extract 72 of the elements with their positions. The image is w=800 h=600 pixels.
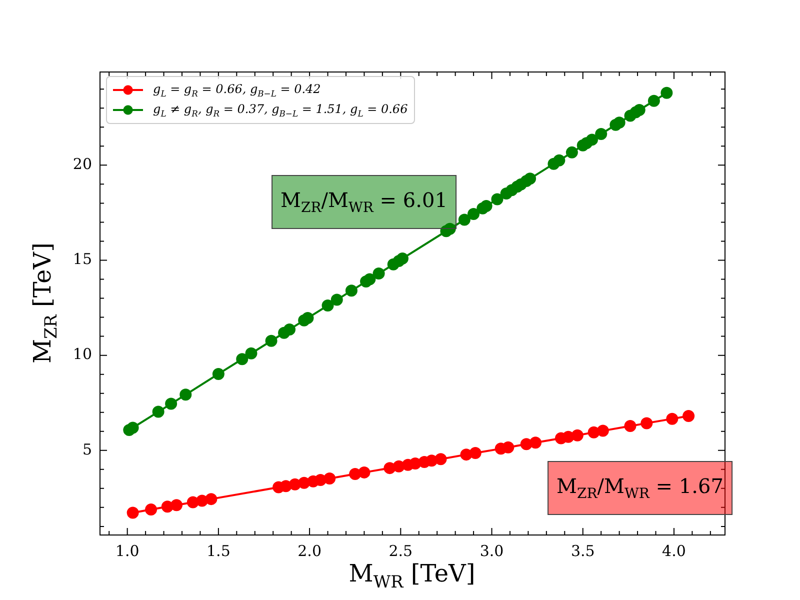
x-tick-label: 3.0 <box>480 542 504 560</box>
x-axis-title: M$_{W}$$_{R}$ [TeV] <box>348 560 476 592</box>
x-tick-label: 2.5 <box>388 542 413 560</box>
point <box>502 441 514 454</box>
annotation: M$_{Z}$$_{R}$/M$_{W}$$_{R}$ = 6.01 <box>280 188 448 216</box>
point <box>624 420 636 432</box>
point <box>444 222 456 235</box>
point <box>302 312 314 324</box>
point <box>524 172 536 185</box>
point <box>666 412 678 425</box>
x-tick-label: 1.0 <box>115 542 140 560</box>
y-tick-label: 10 <box>72 345 92 364</box>
point <box>161 500 174 513</box>
point <box>180 388 192 401</box>
point <box>571 429 584 442</box>
point <box>426 454 438 467</box>
point <box>322 299 334 312</box>
point <box>409 458 422 470</box>
x-tick-label: 1.5 <box>206 542 230 560</box>
point <box>491 193 504 206</box>
point <box>364 273 376 286</box>
point <box>529 436 542 449</box>
point <box>196 494 208 507</box>
y-tick-label: 15 <box>72 250 92 268</box>
point <box>682 410 695 422</box>
x-tick-label: 4.0 <box>662 542 686 560</box>
point <box>434 453 447 466</box>
point <box>314 474 326 486</box>
point <box>358 466 370 478</box>
point <box>288 478 301 490</box>
point <box>284 323 296 336</box>
point <box>212 368 224 380</box>
point <box>152 406 164 418</box>
annotation: M$_{Z}$$_{R}$/M$_{W}$$_{R}$ = 1.67 <box>556 474 724 502</box>
point <box>265 334 278 347</box>
point <box>330 294 343 306</box>
point <box>396 252 408 265</box>
point <box>372 268 385 280</box>
point <box>392 460 405 472</box>
x-tick-label: 3.5 <box>570 542 595 560</box>
point <box>384 462 396 474</box>
point <box>165 398 178 410</box>
point <box>324 472 336 485</box>
point <box>458 214 470 226</box>
point <box>468 208 480 220</box>
point <box>640 417 653 430</box>
point <box>613 116 626 129</box>
point <box>553 154 566 166</box>
point <box>349 468 362 480</box>
point <box>648 94 660 107</box>
point <box>596 424 609 437</box>
point <box>586 134 598 146</box>
y-tick-label: 20 <box>72 155 92 174</box>
point <box>566 146 578 158</box>
point <box>126 422 139 434</box>
point <box>660 86 673 99</box>
point <box>595 128 608 140</box>
y-tick-label: 5 <box>82 440 92 458</box>
point <box>126 506 139 519</box>
point <box>298 476 310 489</box>
point <box>633 104 646 116</box>
point <box>236 353 248 366</box>
point <box>480 200 492 212</box>
x-tick-label: 2.0 <box>298 542 322 560</box>
point <box>469 447 482 460</box>
point <box>345 284 358 297</box>
text: g$_{L}$ ≠ g$_{R}$, g$_{R}$ = 0.37, g$_{B−L}$ = 1.51, g$_{L}$ = 0.66 <box>153 102 408 118</box>
point <box>205 493 218 506</box>
point <box>170 499 183 512</box>
legend-label: g$_{L}$ = g$_{R}$ = 0.66, g$_{B−L}$ = 0.42 <box>153 82 321 98</box>
point <box>145 504 158 516</box>
point <box>245 347 258 360</box>
